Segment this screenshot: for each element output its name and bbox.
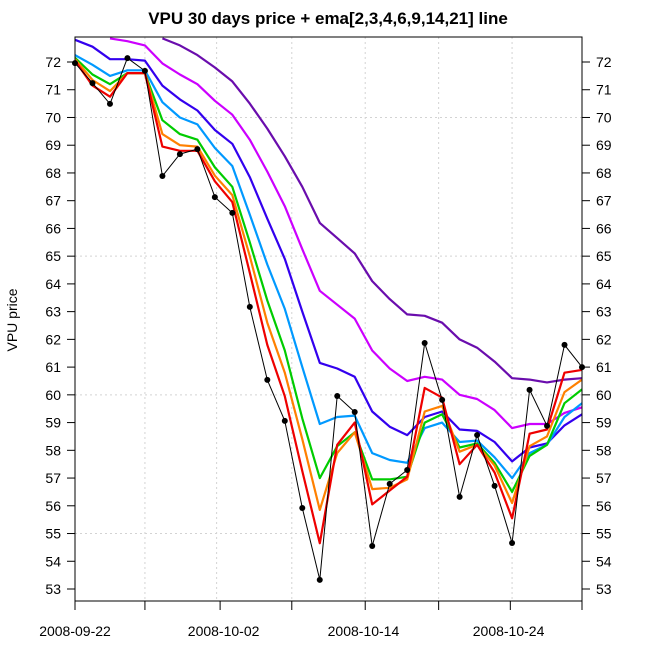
y-tick-label-left: 72: [45, 54, 61, 70]
y-axis-label: VPU price: [4, 288, 20, 351]
price-point: [89, 80, 96, 87]
price-point: [404, 467, 411, 474]
price-point: [439, 396, 446, 403]
y-tick-label-right: 71: [596, 82, 612, 98]
y-tick-label-right: 61: [596, 359, 612, 375]
price-point: [281, 417, 288, 424]
price-point: [159, 172, 166, 179]
y-tick-label-left: 64: [45, 276, 61, 292]
y-tick-label-right: 66: [596, 220, 612, 236]
y-tick-label-left: 60: [45, 387, 61, 403]
y-tick-label-right: 72: [596, 54, 612, 70]
y-tick-label-right: 67: [596, 193, 612, 209]
price-point: [456, 493, 463, 500]
price-point: [526, 386, 533, 393]
y-tick-label-right: 58: [596, 442, 612, 458]
price-point: [176, 151, 183, 158]
y-tick-label-right: 68: [596, 165, 612, 181]
axes: 53 53 54 54 55 55 56 56 57 57 58 58 59 59 60 60 61 61 62 62…: [39, 54, 612, 639]
y-tick-label-right: 55: [596, 526, 612, 542]
y-tick-label-left: 54: [45, 553, 61, 569]
price-point: [351, 409, 358, 416]
price-point: [246, 303, 253, 310]
price-point: [491, 482, 498, 489]
chart-title: VPU 30 days price + ema[2,3,4,6,9,14,21]…: [148, 9, 508, 28]
y-tick-label-left: 53: [45, 581, 61, 597]
x-tick-label: 2008-10-02: [188, 623, 260, 639]
price-point: [316, 576, 323, 583]
price-point: [299, 505, 306, 512]
y-tick-label-left: 63: [45, 304, 61, 320]
y-tick-label-right: 54: [596, 553, 612, 569]
y-tick-label-right: 70: [596, 109, 612, 125]
y-tick-label-left: 66: [45, 220, 61, 236]
series-line-ema4: [75, 57, 582, 493]
y-tick-label-right: 60: [596, 387, 612, 403]
series-line-ema9: [75, 38, 582, 463]
series-line-ema6: [75, 54, 582, 480]
series-line-ema21: [161, 37, 582, 384]
y-tick-label-right: 56: [596, 498, 612, 514]
y-tick-label-left: 55: [45, 526, 61, 542]
y-tick-label-right: 59: [596, 415, 612, 431]
y-tick-label-left: 71: [45, 82, 61, 98]
price-point: [509, 539, 516, 546]
price-point: [561, 341, 568, 348]
y-tick-label-left: 65: [45, 248, 61, 264]
price-point: [369, 543, 376, 550]
y-tick-label-left: 70: [45, 109, 61, 125]
y-tick-label-right: 53: [596, 581, 612, 597]
price-point: [334, 392, 341, 399]
y-tick-label-right: 64: [596, 276, 612, 292]
y-tick-label-right: 63: [596, 304, 612, 320]
price-point: [229, 209, 236, 216]
plot-frame: [74, 36, 583, 602]
y-tick-label-right: 65: [596, 248, 612, 264]
y-tick-label-left: 67: [45, 193, 61, 209]
price-layer: [72, 55, 585, 583]
price-point: [124, 55, 131, 62]
price-point: [211, 194, 218, 201]
y-tick-label-left: 62: [45, 331, 61, 347]
y-tick-label-right: 69: [596, 137, 612, 153]
price-point: [194, 146, 201, 153]
series-line-ema14: [109, 37, 582, 430]
price-point: [141, 67, 148, 74]
series-line-ema2: [75, 59, 582, 545]
y-tick-label-right: 57: [596, 470, 612, 486]
y-tick-label-left: 68: [45, 165, 61, 181]
x-tick-label: 2008-10-14: [328, 623, 400, 639]
price-point: [421, 339, 428, 346]
y-tick-label-left: 69: [45, 137, 61, 153]
price-point: [264, 376, 271, 383]
y-tick-label-left: 59: [45, 415, 61, 431]
price-line: [74, 57, 583, 580]
price-point: [386, 480, 393, 487]
price-point: [474, 432, 481, 439]
x-tick-label: 2008-10-24: [473, 623, 545, 639]
price-point: [106, 100, 113, 107]
y-tick-label-left: 57: [45, 470, 61, 486]
grid: [75, 37, 582, 601]
series-line-ema3: [75, 58, 582, 511]
y-tick-label-left: 56: [45, 498, 61, 514]
y-tick-label-right: 62: [596, 331, 612, 347]
y-tick-label-left: 61: [45, 359, 61, 375]
series-layer: [75, 37, 582, 545]
x-tick-label: 2008-09-22: [39, 623, 111, 639]
y-tick-label-left: 58: [45, 442, 61, 458]
price-point: [544, 422, 551, 429]
